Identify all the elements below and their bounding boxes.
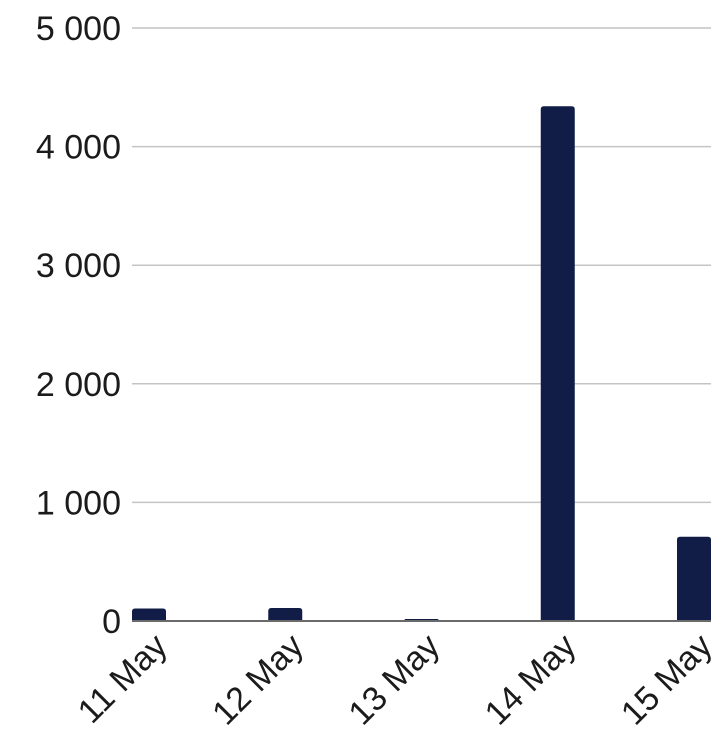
x-tick-label: 15 May bbox=[614, 627, 720, 733]
y-tick-label: 1 000 bbox=[36, 484, 121, 522]
y-axis-tick-labels: 0 1 000 2 000 3 000 4 000 5 000 bbox=[36, 10, 121, 641]
grid-lines bbox=[132, 27, 711, 504]
x-axis-tick-labels: 11 May 12 May 13 May 14 May 15 May bbox=[71, 627, 720, 733]
y-tick-label: 2 000 bbox=[36, 366, 121, 404]
y-tick-label: 3 000 bbox=[36, 247, 121, 285]
bar-14-may bbox=[540, 106, 575, 621]
y-tick-label: 4 000 bbox=[36, 129, 121, 167]
bar-11-may bbox=[132, 608, 166, 621]
y-tick-label: 0 bbox=[102, 603, 121, 641]
x-tick-label: 11 May bbox=[71, 627, 175, 731]
y-tick-label: 5 000 bbox=[36, 10, 121, 48]
x-tick-label: 13 May bbox=[341, 627, 447, 733]
bar-15-may bbox=[677, 536, 711, 621]
bar-12-may bbox=[268, 607, 303, 621]
bars bbox=[132, 106, 711, 621]
x-tick-label: 14 May bbox=[478, 627, 584, 733]
x-tick-label: 12 May bbox=[205, 627, 311, 733]
